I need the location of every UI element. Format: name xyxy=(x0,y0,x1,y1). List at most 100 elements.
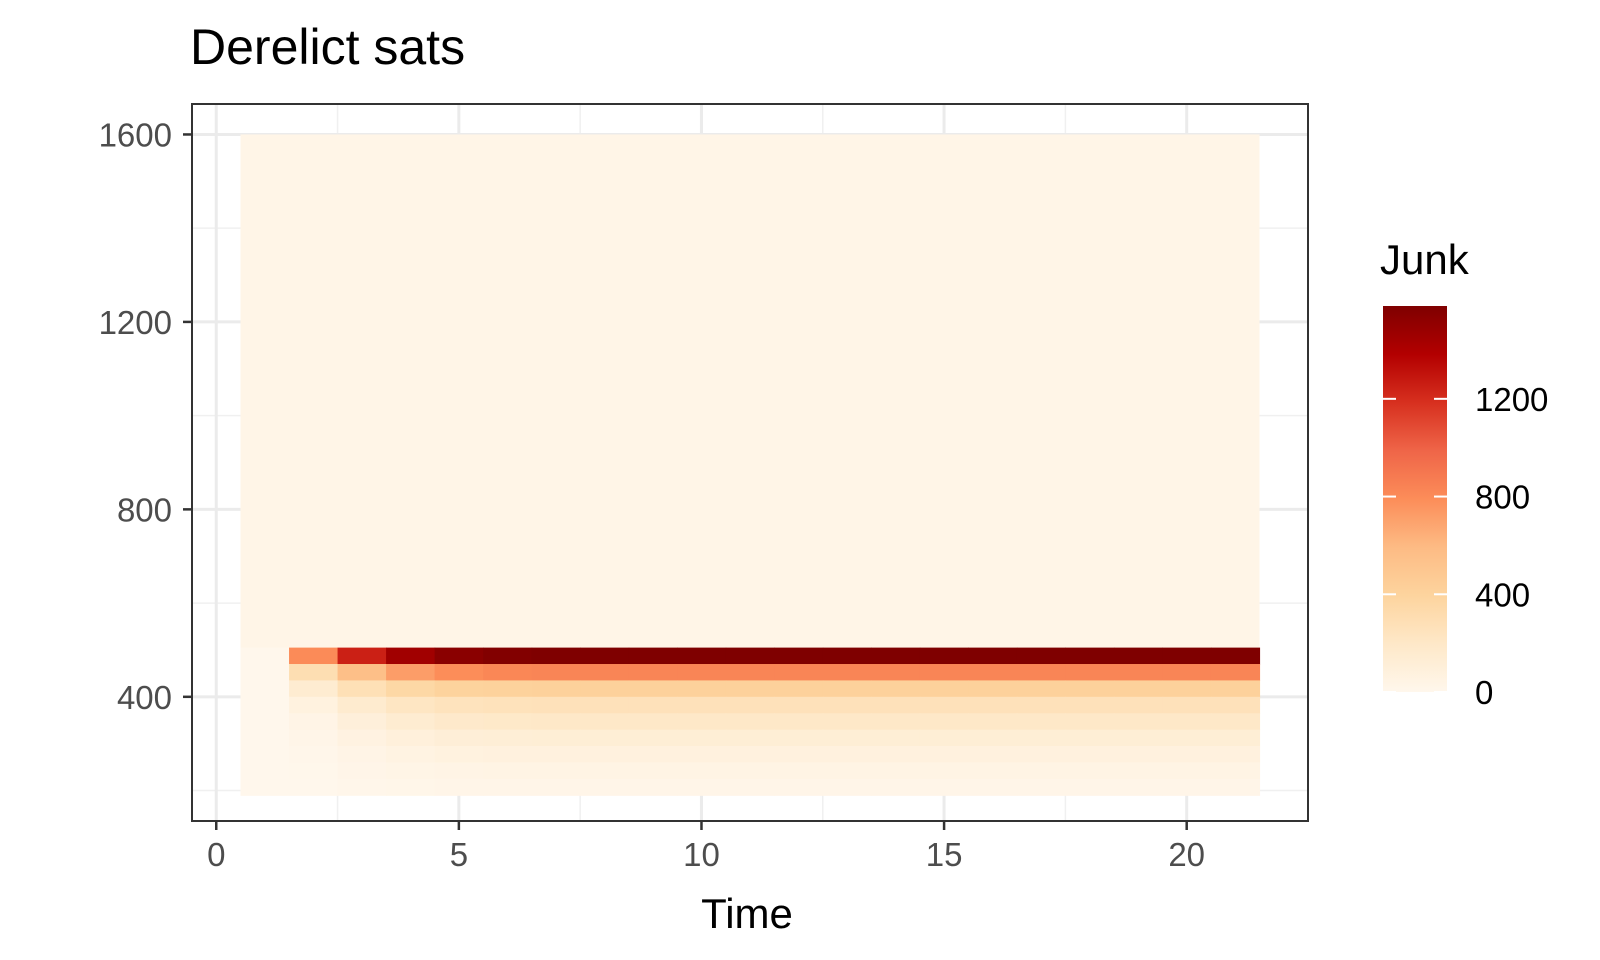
heatmap-cell xyxy=(483,680,533,698)
heatmap-cell xyxy=(337,647,387,665)
heatmap-cell xyxy=(289,746,339,764)
heatmap-cell xyxy=(580,680,630,698)
heatmap-cell xyxy=(1113,713,1164,731)
heatmap-cell xyxy=(1113,680,1164,698)
heatmap-cell xyxy=(580,778,630,796)
heatmap-cell xyxy=(1016,680,1066,698)
heatmap-cell xyxy=(580,664,630,682)
legend-title: Junk xyxy=(1380,236,1470,283)
heatmap-cell xyxy=(1210,746,1261,764)
heatmap-cell xyxy=(628,778,678,796)
heatmap-cell xyxy=(774,647,824,665)
heatmap-cell xyxy=(1065,762,1115,780)
heatmap-cell xyxy=(580,647,630,665)
panel-border xyxy=(191,103,1309,822)
heatmap-cell xyxy=(968,680,1018,698)
heatmap-cell xyxy=(628,713,678,731)
heatmap-cell xyxy=(386,746,436,764)
heatmap-cell xyxy=(677,680,727,698)
heatmap-cell xyxy=(1113,762,1164,780)
heatmap-cell xyxy=(386,664,436,682)
heatmap-cell xyxy=(774,664,824,682)
heatmap-cell xyxy=(240,696,290,714)
heatmap-cell xyxy=(1016,762,1066,780)
heatmap-cell xyxy=(774,713,824,731)
heatmap-cell xyxy=(1162,713,1212,731)
heatmap-cell xyxy=(240,762,290,780)
heatmap-cell xyxy=(580,746,630,764)
heatmap-cell xyxy=(1210,680,1261,698)
heatmap-cell xyxy=(289,664,339,682)
heatmap-cell xyxy=(774,696,824,714)
heatmap-cell xyxy=(289,762,339,780)
heatmap-cell xyxy=(1210,762,1261,780)
heatmap-cell xyxy=(968,729,1018,747)
heatmap-cell xyxy=(968,778,1018,796)
heatmap-cell xyxy=(677,762,727,780)
heatmap-cell xyxy=(337,729,387,747)
heatmap-cell xyxy=(386,696,436,714)
heatmap-cell xyxy=(434,696,484,714)
heatmap-cell xyxy=(628,680,678,698)
heatmap-cell xyxy=(337,713,387,731)
heatmap-cell xyxy=(337,778,387,796)
legend-tick-label: 1200 xyxy=(1475,381,1548,418)
heatmap-cell xyxy=(434,680,484,698)
heatmap-cells xyxy=(240,134,1261,796)
heatmap-cell xyxy=(774,729,824,747)
heatmap-cell xyxy=(628,696,678,714)
heatmap-cell xyxy=(677,647,727,665)
heatmap-cell xyxy=(240,647,290,665)
heatmap-cell xyxy=(822,746,872,764)
heatmap-cell xyxy=(1210,664,1261,682)
heatmap-cell xyxy=(628,746,678,764)
heatmap-cell xyxy=(580,713,630,731)
y-tick-label: 1200 xyxy=(99,304,172,341)
heatmap-cell xyxy=(1113,746,1164,764)
y-tick-label: 800 xyxy=(117,491,172,528)
heatmap-cell xyxy=(483,713,533,731)
heatmap-cell xyxy=(774,762,824,780)
heatmap-cell xyxy=(968,713,1018,731)
heatmap-cell xyxy=(871,680,921,698)
heatmap-cell xyxy=(580,762,630,780)
heatmap-cell xyxy=(822,762,872,780)
legend-colorbar xyxy=(1383,306,1447,692)
heatmap-cell xyxy=(386,729,436,747)
heatmap-cell xyxy=(725,680,775,698)
heatmap-cell xyxy=(871,762,921,780)
heatmap-cell xyxy=(531,713,581,731)
heatmap-cell xyxy=(919,778,969,796)
y-axis: 400 800 1200 1600 xyxy=(99,116,192,716)
heatmap-cell xyxy=(1016,778,1066,796)
heatmap-cell xyxy=(919,680,969,698)
heatmap-cell xyxy=(289,647,339,665)
heatmap-cell xyxy=(822,680,872,698)
heatmap-cell xyxy=(725,696,775,714)
legend-tick-label: 800 xyxy=(1475,479,1530,516)
heatmap-cell xyxy=(1065,729,1115,747)
heatmap-cell xyxy=(434,729,484,747)
heatmap-cell xyxy=(1065,680,1115,698)
heatmap-cell xyxy=(919,696,969,714)
heatmap-cell xyxy=(580,729,630,747)
legend-tick-label: 0 xyxy=(1475,674,1493,711)
heatmap-cell xyxy=(1210,647,1261,665)
heatmap-cell xyxy=(1016,696,1066,714)
heatmap-cell xyxy=(677,746,727,764)
legend: Junk 0 400 800 1200 xyxy=(1380,236,1548,711)
heatmap-cell xyxy=(1162,696,1212,714)
heatmap-cell xyxy=(289,680,339,698)
heatmap-cell xyxy=(919,664,969,682)
heatmap-cell xyxy=(1065,696,1115,714)
heatmap-cell xyxy=(725,762,775,780)
heatmap-cell xyxy=(531,696,581,714)
heatmap-cell xyxy=(531,680,581,698)
heatmap-cell xyxy=(483,647,533,665)
heatmap-cell xyxy=(1162,664,1212,682)
heatmap-cell xyxy=(1113,664,1164,682)
heatmap-cell xyxy=(1065,746,1115,764)
x-tick-label: 15 xyxy=(926,836,963,873)
heatmap-cell xyxy=(240,664,290,682)
